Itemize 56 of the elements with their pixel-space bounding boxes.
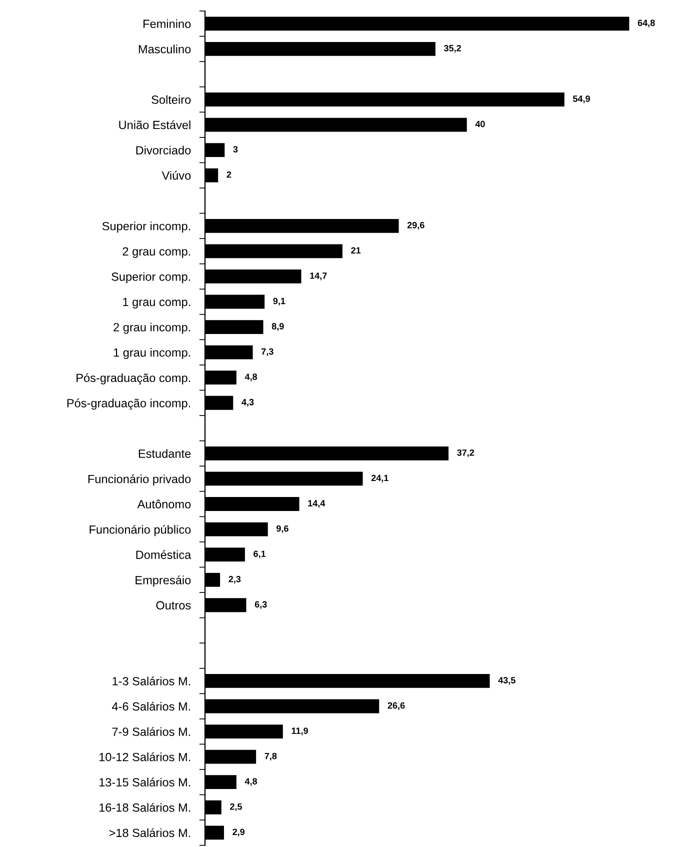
data-label: 8,9 bbox=[272, 323, 284, 331]
y-tick-label: 7-9 Salários M. bbox=[112, 727, 190, 736]
y-tick-label: União Estável bbox=[119, 120, 190, 130]
y-tick-label: 1 grau incomp. bbox=[114, 348, 190, 360]
data-label: 4,3 bbox=[242, 398, 254, 407]
data-label: 9,6 bbox=[276, 525, 288, 534]
data-label: 54,9 bbox=[573, 96, 590, 104]
y-tick-label: 1 grau comp. bbox=[123, 298, 190, 308]
data-label: 21 bbox=[351, 247, 361, 254]
data-label: 14,4 bbox=[308, 500, 326, 508]
y-tick-label: 10-12 Salários M. bbox=[100, 752, 190, 762]
data-label: 14,7 bbox=[310, 272, 327, 280]
y-tick-label: Autônomo bbox=[137, 500, 191, 508]
data-label: 29,6 bbox=[407, 222, 424, 230]
data-label: 3 bbox=[233, 146, 238, 152]
y-tick-label: Viúvo bbox=[162, 170, 191, 180]
y-tick-label: Masculino bbox=[138, 44, 191, 54]
data-label: 2,9 bbox=[232, 828, 245, 836]
y-tick-label: 16-18 Salários M. bbox=[100, 802, 190, 812]
y-tick-label: Pós-graduação incomp. bbox=[67, 398, 190, 410]
y-tick-label: 13-15 Salários M. bbox=[100, 778, 190, 786]
data-label: 4,8 bbox=[244, 374, 258, 382]
y-tick-label: 4-6 Salários M. bbox=[112, 702, 190, 711]
data-label: 11,9 bbox=[292, 728, 308, 736]
data-label: 35,2 bbox=[444, 44, 461, 53]
y-tick-label: Superior incomp. bbox=[102, 222, 190, 233]
data-label: 24,1 bbox=[371, 474, 388, 482]
data-label: 26,6 bbox=[388, 702, 405, 710]
y-tick-label: Empresáio bbox=[136, 576, 191, 587]
y-tick-label: 2 grau incomp. bbox=[114, 322, 190, 334]
y-tick-label: Pós-graduação comp. bbox=[76, 373, 190, 384]
data-label: 7,3 bbox=[262, 348, 274, 356]
y-tick-label: Estudante bbox=[138, 449, 191, 458]
y-tick-label: Feminino bbox=[144, 19, 191, 28]
data-label: 9,1 bbox=[273, 298, 286, 306]
data-label: 43,5 bbox=[498, 677, 516, 685]
data-label: 40 bbox=[475, 120, 485, 128]
y-tick-label: >18 Salários M. bbox=[109, 828, 190, 838]
data-label: 2,5 bbox=[230, 803, 242, 812]
y-tick-label: Outros bbox=[156, 601, 191, 610]
data-label: 2 bbox=[226, 171, 232, 178]
y-tick-label: Doméstica bbox=[136, 550, 192, 559]
data-label: 7,8 bbox=[264, 752, 277, 761]
y-tick-label: Funcionário privado bbox=[88, 474, 191, 486]
y-tick-label: Superior comp. bbox=[112, 272, 190, 284]
y-tick-label: 1-3 Salários M. bbox=[112, 676, 190, 686]
y-tick-label: 2 grau comp. bbox=[122, 247, 190, 258]
data-label: 2,3 bbox=[228, 576, 241, 584]
y-tick-label: Funcionário público bbox=[90, 524, 191, 536]
y-tick-label: Divorciado bbox=[136, 146, 191, 154]
y-tick-label: Solteiro bbox=[152, 95, 191, 104]
data-label: 6,1 bbox=[254, 550, 266, 558]
data-label: 64,8 bbox=[638, 20, 655, 28]
data-label: 4,8 bbox=[244, 778, 258, 786]
data-label: 37,2 bbox=[457, 449, 474, 458]
data-label: 6,3 bbox=[254, 601, 267, 609]
